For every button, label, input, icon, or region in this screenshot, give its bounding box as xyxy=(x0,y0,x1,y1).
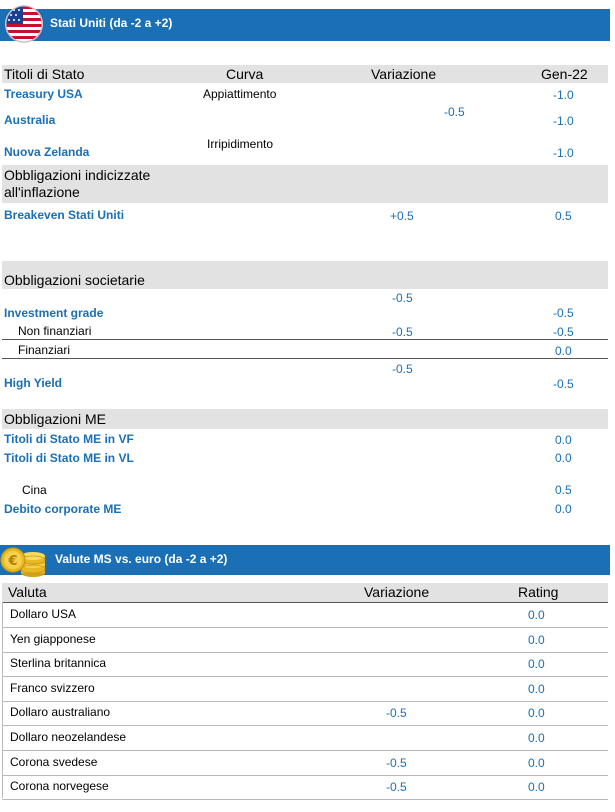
currency-rating: 0.0 xyxy=(528,608,545,622)
currency-name: Corona svedese xyxy=(10,754,98,769)
svg-text:€: € xyxy=(7,554,17,569)
row-label-breakeven: Breakeven Stati Uniti xyxy=(4,208,125,222)
header-societarie: Obbligazioni societarie xyxy=(4,272,145,288)
value-fin: 0.0 xyxy=(555,344,572,358)
header-inflazione: Obbligazioni indicizzate all'inflazione xyxy=(4,167,151,200)
col-header-valuta: Valuta xyxy=(8,584,47,600)
col-header-variazione-fx: Variazione xyxy=(364,584,430,600)
divider xyxy=(2,358,608,359)
currency-variazione: -0.5 xyxy=(386,706,407,721)
row-label-ig: Investment grade xyxy=(4,306,104,320)
table-header: Titoli di Stato Curva Variazione Gen-22 xyxy=(2,65,608,83)
row-label-australia: Australia xyxy=(4,113,56,127)
currency-name: Sterlina britannica xyxy=(10,656,107,671)
currency-name: Corona norvegese xyxy=(10,779,109,794)
row-divider xyxy=(2,651,608,653)
col-header-titoli: Titoli di Stato xyxy=(4,66,85,82)
row-divider xyxy=(2,774,608,776)
value-nonfin: -0.5 xyxy=(553,325,574,339)
section-banner-us: Stati Uniti (da -2 a +2) xyxy=(0,9,610,41)
value-corp-me: 0.0 xyxy=(555,502,572,516)
section-banner-fx: Valute MS vs. euro (da -2 a +2) xyxy=(0,545,610,575)
col-header-variazione: Variazione xyxy=(371,66,437,82)
row-divider xyxy=(2,700,608,702)
row-label-hy: High Yield xyxy=(4,376,63,390)
section-header-me: Obbligazioni ME xyxy=(2,409,608,429)
section-title-fx: Valute MS vs. euro (da -2 a +2) xyxy=(55,552,228,566)
value-ig: -0.5 xyxy=(553,306,574,320)
value-vl: 0.0 xyxy=(555,451,572,465)
var-breakeven: +0.5 xyxy=(390,209,414,223)
value-vf: 0.0 xyxy=(555,433,572,447)
row-divider xyxy=(2,750,608,751)
col-header-gen22: Gen-22 xyxy=(541,66,588,82)
row-label-vf: Titoli di Stato ME in VF xyxy=(4,432,134,446)
currency-rating: 0.0 xyxy=(528,706,545,721)
fx-table-header: Valuta Variazione Rating xyxy=(2,583,608,602)
row-label-fin: Finanziari xyxy=(18,343,71,357)
us-flag-icon xyxy=(4,4,44,44)
value-treasury: -1.0 xyxy=(553,88,574,102)
currency-name: Dollaro neozelandese xyxy=(10,730,127,744)
value-nz: -1.0 xyxy=(553,146,574,160)
row-label-cina: Cina xyxy=(22,483,47,497)
var-hy: -0.5 xyxy=(392,362,413,376)
currency-name: Dollaro australiano xyxy=(10,705,111,720)
value-breakeven: 0.5 xyxy=(555,209,572,223)
currency-variazione: -0.5 xyxy=(386,755,407,770)
value-cina: 0.5 xyxy=(555,483,572,497)
col-header-curva: Curva xyxy=(226,66,264,82)
curva-treasury: Appiattimento xyxy=(203,87,277,101)
currency-name: Franco svizzero xyxy=(10,680,95,695)
row-label-vl: Titoli di Stato ME in VL xyxy=(4,451,134,465)
row-divider xyxy=(2,676,608,678)
currency-name: Yen giapponese xyxy=(10,631,96,646)
row-divider xyxy=(2,799,608,801)
value-australia: -1.0 xyxy=(553,114,574,128)
table-left-border xyxy=(2,602,3,798)
currency-name: Dollaro USA xyxy=(10,607,77,621)
euro-coins-icon: € xyxy=(0,540,48,578)
var-nonfin: -0.5 xyxy=(392,325,413,339)
section-header-societarie: Obbligazioni societarie xyxy=(2,261,608,289)
currency-rating: 0.0 xyxy=(528,657,545,672)
currency-rating: 0.0 xyxy=(528,632,545,647)
col-header-rating: Rating xyxy=(518,584,559,600)
row-label-nonfin: Non finanziari xyxy=(18,324,92,338)
section-title: Stati Uniti (da -2 a +2) xyxy=(50,16,173,30)
curva-nz: Irripidimento xyxy=(207,137,274,151)
section-header-inflazione: Obbligazioni indicizzate all'inflazione xyxy=(2,165,608,203)
currency-rating: 0.0 xyxy=(528,731,545,745)
divider xyxy=(2,602,608,603)
var-ig: -0.5 xyxy=(392,291,413,305)
divider xyxy=(2,339,608,340)
header-me: Obbligazioni ME xyxy=(4,411,106,427)
row-divider xyxy=(2,725,608,727)
variazione-shared: -0.5 xyxy=(444,105,465,119)
currency-rating: 0.0 xyxy=(528,755,545,770)
row-label-treasury: Treasury USA xyxy=(4,87,83,101)
currency-variazione: -0.5 xyxy=(386,780,407,795)
row-label-nz: Nuova Zelanda xyxy=(4,145,90,159)
value-hy: -0.5 xyxy=(553,377,574,391)
row-divider xyxy=(2,627,608,628)
row-label-corp-me: Debito corporate ME xyxy=(4,502,122,516)
currency-rating: 0.0 xyxy=(528,780,545,795)
currency-rating: 0.0 xyxy=(528,681,545,696)
